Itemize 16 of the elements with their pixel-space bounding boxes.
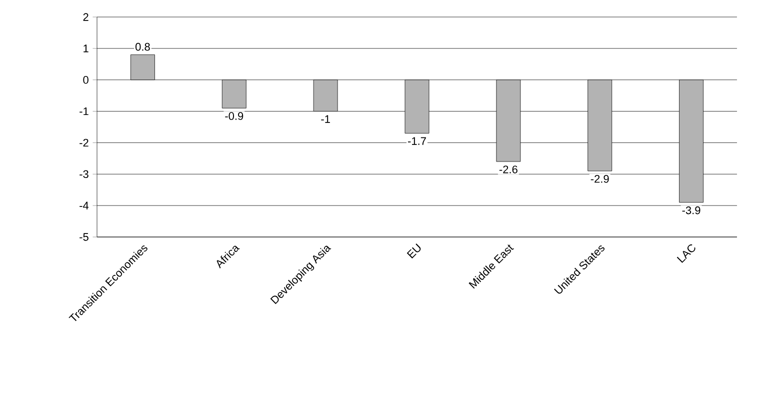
y-tick-label: -4	[80, 202, 89, 210]
y-tick-label: 1	[84, 44, 88, 52]
y-tick-label: -1	[80, 108, 88, 116]
y-tick-label: -2	[80, 138, 88, 147]
data-label: 0.8	[136, 42, 150, 51]
data-label: -3.9	[682, 206, 700, 214]
data-label: -2.9	[590, 175, 609, 183]
data-label: -1	[321, 115, 330, 123]
y-tick-label: -5	[80, 233, 88, 241]
x-tick-label: EU	[406, 244, 421, 258]
y-tick-label: 2	[83, 13, 88, 21]
data-label: -1.7	[408, 137, 426, 145]
data-label: -0.9	[225, 112, 244, 120]
y-tick-label: 0	[83, 76, 88, 84]
data-label: -2.6	[499, 166, 518, 174]
y-tick-label: -3	[80, 170, 88, 178]
